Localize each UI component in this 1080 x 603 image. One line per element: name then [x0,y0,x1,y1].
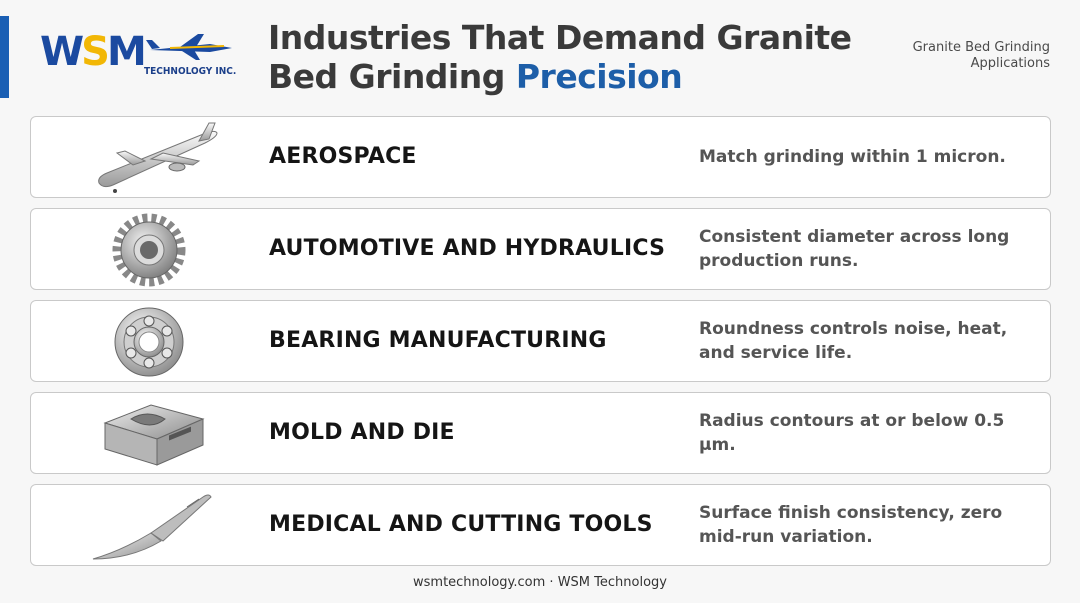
page-title: Industries That Demand Granite Bed Grind… [268,18,852,96]
airplane-icon [98,122,218,193]
gear-icon [112,213,186,287]
industry-description: Match grinding within 1 micron. [699,147,1006,167]
industry-description: Roundness controls noise, heat, and serv… [699,319,1008,363]
mold-block-icon [103,404,205,466]
company-logo: WSM TECHNOLOGY INC. [40,30,240,86]
scalpel-icon [92,494,212,560]
industry-description: Consistent diameter across long producti… [699,227,1010,271]
logo-wordmark: WSM [40,29,147,75]
industry-name: BEARING MANUFACTURING [269,328,607,353]
industry-name: AEROSPACE [269,144,417,169]
bearing-icon [114,307,184,377]
industry-card-aerospace: AEROSPACE Match grinding within 1 micron… [30,116,1051,198]
industry-name: MEDICAL AND CUTTING TOOLS [269,512,653,537]
industry-card-medical: MEDICAL AND CUTTING TOOLS Surface finish… [30,484,1051,566]
industry-description: Radius contours at or below 0.5 µm. [699,411,1005,455]
industry-name: MOLD AND DIE [269,420,455,445]
industry-list: AEROSPACE Match grinding within 1 micron… [30,116,1051,576]
logo-subtext: TECHNOLOGY INC. [144,66,237,77]
industry-name: AUTOMOTIVE AND HYDRAULICS [269,236,666,261]
page-subtitle: Granite Bed Grinding Applications [912,40,1050,71]
accent-bar [0,16,9,98]
industry-description: Surface finish consistency, zero mid-run… [699,503,1003,547]
industry-card-mold: MOLD AND DIE Radius contours at or below… [30,392,1051,474]
industry-card-bearing: BEARING MANUFACTURING Roundness controls… [30,300,1051,382]
jet-icon [146,34,232,60]
industry-card-automotive: AUTOMOTIVE AND HYDRAULICS Consistent dia… [30,208,1051,290]
footer: wsmtechnology.com · WSM Technology [413,575,667,590]
